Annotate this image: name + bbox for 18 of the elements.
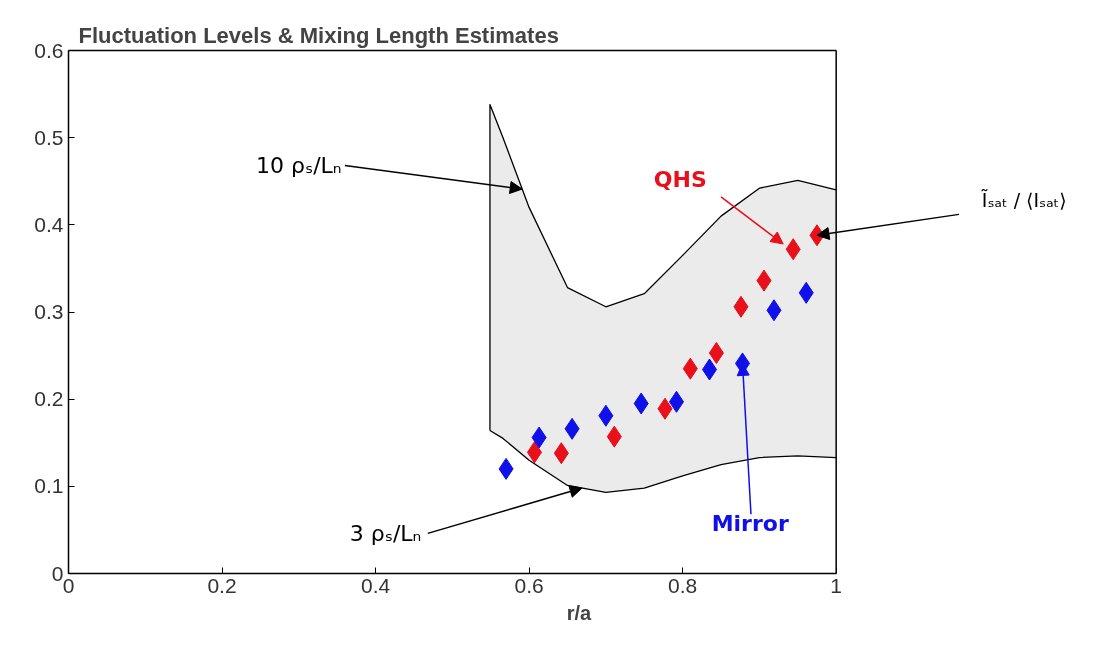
x-tick-label: 0.8 (668, 573, 698, 597)
x-tick-label: 1 (830, 573, 843, 597)
annotation: 3 ρₛ/Lₙ (349, 520, 422, 546)
y-tick-label: 0.5 (34, 125, 64, 149)
chart-title: Fluctuation Levels & Mixing Length Estimates (78, 22, 559, 48)
annotation: Ĩₛₐₜ / ⟨Iₛₐₜ⟩ (980, 189, 1067, 212)
y-tick-label: 0.3 (34, 300, 64, 323)
x-tick-label: 0.2 (207, 573, 237, 597)
y-tick-label: 0.2 (34, 387, 64, 411)
x-tick-label: 0.4 (360, 573, 391, 597)
y-tick-label: 0.6 (34, 38, 64, 62)
annotation: 10 ρₛ/Lₙ (256, 153, 342, 179)
y-tick-label: 0.1 (34, 474, 64, 498)
y-tick-label: 0.4 (34, 212, 64, 236)
annotation: Mirror (711, 511, 789, 537)
annotation: QHS (653, 167, 707, 193)
x-axis-title: r/a (566, 601, 593, 624)
x-tick-label: 0.6 (514, 573, 544, 597)
